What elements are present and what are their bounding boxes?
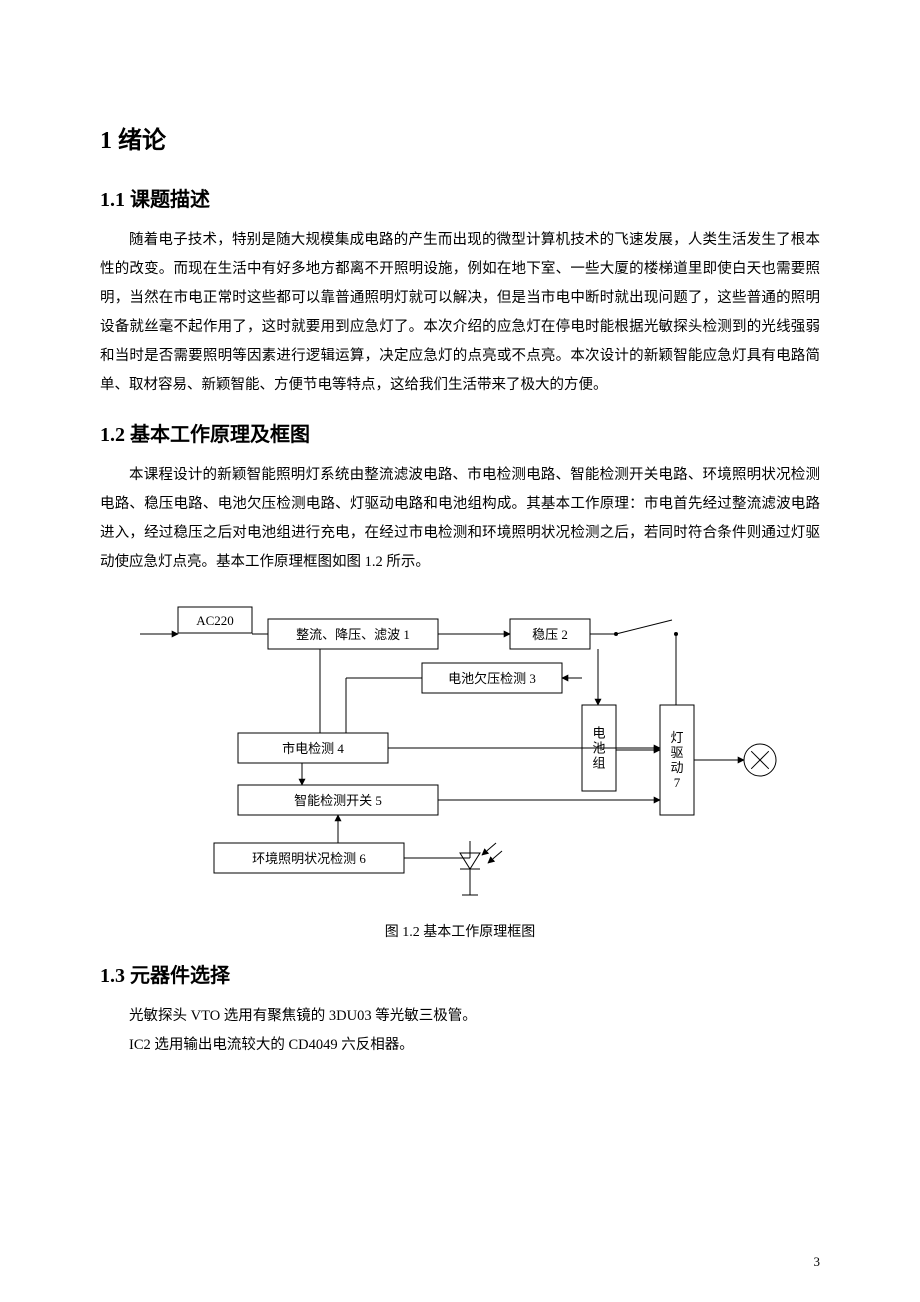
svg-text:电: 电 <box>592 726 605 741</box>
component-line-2: IC2 选用输出电流较大的 CD4049 六反相器。 <box>100 1031 820 1060</box>
svg-text:稳压 2: 稳压 2 <box>532 627 568 642</box>
para-1-2: 本课程设计的新颖智能照明灯系统由整流滤波电路、市电检测电路、智能检测开关电路、环… <box>100 461 820 577</box>
page-number: 3 <box>814 1254 821 1270</box>
figure-caption-1-2: 图 1.2 基本工作原理框图 <box>100 921 820 941</box>
svg-text:环境照明状况检测 6: 环境照明状况检测 6 <box>252 851 366 866</box>
section-heading-1: 1 绪论 <box>100 120 820 155</box>
svg-text:市电检测 4: 市电检测 4 <box>282 741 344 756</box>
subsection-1-2-heading: 1.2 基本工作原理及框图 <box>100 418 820 447</box>
block-diagram: AC220 整流、降压、滤波 1 稳压 2 电池欠压检测 3 市电检测 4 智能检测开关 … <box>120 595 800 915</box>
subsection-1-1-heading: 1.1 课题描述 <box>100 183 820 212</box>
svg-text:AC220: AC220 <box>196 613 234 628</box>
svg-text:电池欠压检测 3: 电池欠压检测 3 <box>448 671 536 686</box>
para-1-1: 随着电子技术，特别是随大规模集成电路的产生而出现的微型计算机技术的飞速发展，人类… <box>100 226 820 400</box>
svg-text:7: 7 <box>674 775 681 790</box>
svg-text:整流、降压、滤波 1: 整流、降压、滤波 1 <box>296 627 410 642</box>
subsection-1-3-heading: 1.3 元器件选择 <box>100 959 820 988</box>
svg-text:灯: 灯 <box>670 730 683 745</box>
svg-text:智能检测开关 5: 智能检测开关 5 <box>294 793 382 808</box>
svg-text:驱: 驱 <box>670 745 683 760</box>
svg-text:组: 组 <box>592 756 605 771</box>
component-line-1: 光敏探头 VTO 选用有聚焦镜的 3DU03 等光敏三极管。 <box>100 1002 820 1031</box>
svg-text:动: 动 <box>670 760 683 775</box>
